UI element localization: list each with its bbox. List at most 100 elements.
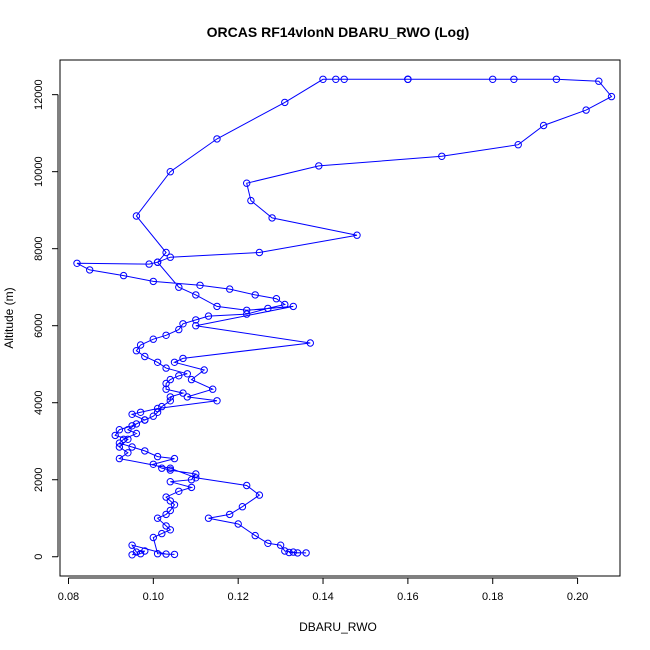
plot-area-frame xyxy=(59,59,621,577)
x-tick-label: 0.14 xyxy=(312,591,333,603)
data-point xyxy=(353,231,361,239)
data-point xyxy=(119,435,128,443)
data-point xyxy=(124,435,132,443)
y-tick-label: 6000 xyxy=(33,313,45,337)
data-point xyxy=(149,277,158,286)
data-point xyxy=(162,331,170,339)
y-tick-label: 12000 xyxy=(33,79,45,110)
data-point xyxy=(213,397,221,405)
data-point xyxy=(153,550,162,558)
data-point xyxy=(86,266,94,274)
data-point xyxy=(255,491,264,499)
data-point xyxy=(166,375,175,384)
data-point xyxy=(281,547,289,555)
data-point xyxy=(243,179,251,187)
data-point xyxy=(285,548,293,557)
series-line xyxy=(76,78,613,556)
y-tick-label: 0 xyxy=(33,554,45,560)
x-tick-label: 0.12 xyxy=(227,591,248,603)
data-point xyxy=(136,408,145,416)
x-axis-label: DBARU_RWO xyxy=(299,620,377,634)
data-point xyxy=(170,550,179,559)
data-point xyxy=(162,510,170,519)
data-point xyxy=(179,354,187,363)
data-point xyxy=(595,77,603,85)
data-point xyxy=(340,75,348,84)
data-point xyxy=(132,347,141,355)
data-point xyxy=(162,248,170,257)
data-point xyxy=(111,431,119,440)
data-point xyxy=(141,547,149,555)
data-point xyxy=(489,75,497,84)
data-point xyxy=(289,548,297,556)
data-point xyxy=(234,520,242,528)
data-point xyxy=(514,141,522,149)
data-point xyxy=(162,385,170,393)
data-point xyxy=(166,466,175,474)
data-point xyxy=(175,372,183,380)
data-point xyxy=(132,548,141,556)
data-point xyxy=(132,212,141,220)
data-point xyxy=(119,271,128,280)
data-point xyxy=(149,412,158,420)
data-point xyxy=(192,474,200,482)
data-point xyxy=(251,531,259,540)
data-point xyxy=(209,385,217,393)
data-point xyxy=(582,106,590,114)
data-point xyxy=(281,98,289,107)
data-point xyxy=(115,439,124,447)
data-point xyxy=(149,460,158,468)
data-point xyxy=(166,393,175,401)
x-tick-label: 0.20 xyxy=(567,591,588,603)
data-point xyxy=(124,426,132,434)
data-point xyxy=(170,501,179,509)
data-point xyxy=(115,426,124,434)
data-point xyxy=(281,300,289,309)
data-point xyxy=(175,325,183,334)
data-point xyxy=(251,291,259,299)
data-point xyxy=(192,316,200,324)
data-point xyxy=(192,291,200,299)
y-tick-label: 10000 xyxy=(33,156,45,187)
data-point xyxy=(115,454,124,463)
data-point xyxy=(115,443,124,451)
x-tick-label: 0.16 xyxy=(397,591,418,603)
data-point xyxy=(166,506,175,515)
data-point xyxy=(332,75,340,84)
data-point xyxy=(552,75,561,84)
data-point xyxy=(166,253,175,261)
data-point xyxy=(289,302,297,311)
data-point xyxy=(200,366,208,374)
y-tick-label: 4000 xyxy=(33,390,45,414)
data-point xyxy=(319,75,327,84)
data-point xyxy=(162,550,170,558)
data-point xyxy=(153,258,162,266)
data-point xyxy=(264,539,272,547)
data-point xyxy=(132,420,141,428)
data-point xyxy=(192,470,200,478)
data-point xyxy=(166,397,175,405)
data-point xyxy=(183,370,192,378)
data-point xyxy=(175,283,183,291)
data-point xyxy=(196,281,204,289)
data-point xyxy=(183,393,192,401)
data-point xyxy=(158,529,166,538)
data-point xyxy=(539,121,548,130)
data-point xyxy=(162,364,170,372)
data-point xyxy=(204,514,213,522)
data-point xyxy=(149,335,158,343)
data-point xyxy=(268,214,276,222)
y-tick-label: 2000 xyxy=(33,467,45,491)
data-point xyxy=(153,514,162,522)
data-point xyxy=(243,306,251,314)
data-point xyxy=(153,452,162,461)
data-point xyxy=(438,152,446,161)
data-point xyxy=(166,526,175,534)
data-point xyxy=(141,447,149,455)
data-point xyxy=(315,162,323,170)
data-point xyxy=(153,404,162,413)
data-point xyxy=(306,339,314,347)
data-point xyxy=(166,497,175,505)
